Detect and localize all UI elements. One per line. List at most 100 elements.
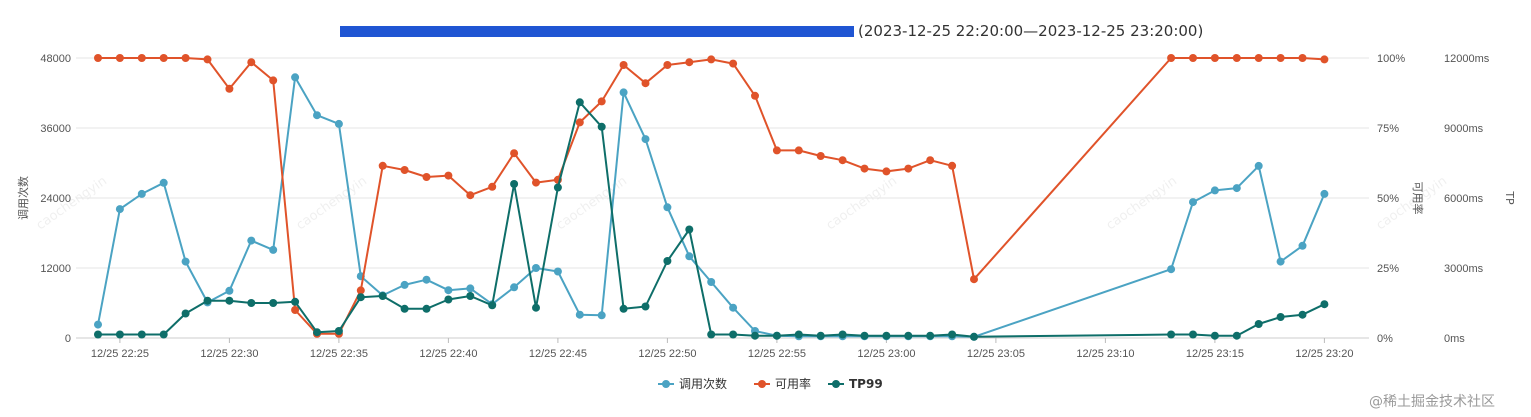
x-tick-label: 12/25 22:30 (200, 348, 258, 360)
data-point (444, 295, 453, 304)
y-left-tick-label: 24000 (40, 193, 71, 205)
data-point (203, 55, 212, 64)
grid (76, 57, 1369, 339)
y-axis-right-tp: 0ms 3000ms 6000ms 9000ms 12000ms TP (1444, 53, 1516, 345)
data-point (729, 303, 738, 312)
chart-title: (2023-12-25 22:20:00—2023-12-25 23:20:00… (858, 22, 1203, 40)
data-point (707, 278, 716, 286)
x-axis: 12/25 22:25 12/25 22:30 12/25 22:35 12/25 2… (91, 338, 1353, 360)
data-point (948, 161, 957, 170)
x-tick-label: 12/25 22:55 (748, 348, 806, 360)
data-point (882, 167, 891, 176)
data-point (137, 54, 146, 62)
data-point (1167, 54, 1176, 62)
data-point (751, 331, 759, 340)
corner-watermark: @稀土掘金技术社区 (1369, 394, 1495, 410)
data-point (1232, 54, 1241, 62)
data-point (269, 76, 278, 85)
data-point (619, 61, 628, 69)
x-tick-label: 12/25 22:35 (310, 348, 368, 360)
data-point (1232, 184, 1241, 193)
data-point (685, 252, 694, 261)
data-point (444, 286, 453, 295)
data-point (422, 275, 431, 284)
data-point (422, 173, 431, 181)
data-point (532, 178, 540, 187)
y-right1-axis-title: 可用率 (1411, 182, 1425, 215)
data-point (400, 280, 409, 289)
legend-label: TP99 (849, 377, 883, 391)
title-redaction-bar (340, 26, 854, 37)
watermark-group: caochengyin caochengyin caochengyin caoc… (34, 174, 1450, 234)
y-right2-tick-label: 12000ms (1444, 53, 1490, 65)
data-point (597, 97, 606, 106)
data-point (663, 203, 672, 212)
data-point (1254, 161, 1263, 170)
data-point (334, 119, 343, 128)
legend-item-2[interactable]: TP99 (828, 377, 883, 391)
data-point (1232, 331, 1241, 340)
data-point (970, 275, 978, 284)
data-point (641, 135, 650, 144)
data-point (816, 152, 825, 160)
y-right1-tick-label: 75% (1377, 123, 1399, 135)
legend-label: 可用率 (775, 376, 811, 391)
data-point (291, 306, 300, 314)
y-left-tick-label: 48000 (40, 53, 71, 65)
data-point (641, 302, 650, 311)
data-point (510, 283, 519, 292)
data-point (378, 161, 387, 170)
data-point (729, 59, 738, 68)
data-point (181, 309, 190, 318)
data-point (729, 330, 738, 339)
data-point (1254, 54, 1263, 62)
data-point (225, 84, 234, 93)
data-point (181, 257, 190, 266)
data-point (269, 299, 278, 307)
data-point (510, 180, 519, 188)
legend-swatch-dot (758, 380, 766, 388)
legend[interactable]: 调用次数 可用率 TP99 (658, 376, 883, 391)
data-point (137, 330, 146, 339)
y-left-tick-label: 12000 (40, 263, 71, 275)
data-point (860, 331, 869, 340)
data-point (1210, 186, 1219, 195)
svg-text:caochengyin: caochengyin (1104, 174, 1180, 234)
data-point (882, 331, 891, 340)
data-point (313, 111, 321, 120)
data-point (1320, 55, 1329, 64)
data-point (115, 205, 124, 214)
legend-item-0[interactable]: 调用次数 (658, 376, 727, 391)
series-2 (94, 98, 1329, 341)
data-point (685, 58, 694, 67)
data-point (904, 164, 913, 173)
data-point (159, 54, 168, 62)
x-tick-label: 12/25 23:05 (967, 348, 1025, 360)
x-tick-label: 12/25 23:20 (1295, 348, 1353, 360)
data-point (247, 58, 256, 67)
data-point (115, 330, 124, 339)
data-point (466, 191, 475, 200)
data-point (532, 303, 540, 312)
y-right1-tick-label: 0% (1377, 333, 1393, 345)
data-point (860, 164, 869, 173)
data-point (794, 330, 803, 339)
x-tick-label: 12/25 22:40 (419, 348, 477, 360)
y-left-tick-label: 36000 (40, 123, 71, 135)
data-point (1189, 54, 1197, 62)
y-left-tick-label: 0 (65, 333, 71, 345)
x-tick-label: 12/25 23:00 (857, 348, 915, 360)
y-right2-tick-label: 6000ms (1444, 193, 1484, 205)
data-point (378, 292, 387, 300)
data-point (225, 296, 234, 305)
data-point (663, 257, 672, 265)
data-point (619, 304, 628, 313)
data-point (772, 146, 781, 155)
data-point (751, 91, 759, 100)
data-point (1320, 189, 1329, 198)
data-point (291, 297, 300, 306)
legend-item-1[interactable]: 可用率 (754, 376, 811, 391)
svg-text:caochengyin: caochengyin (294, 174, 370, 234)
legend-label: 调用次数 (679, 376, 727, 391)
